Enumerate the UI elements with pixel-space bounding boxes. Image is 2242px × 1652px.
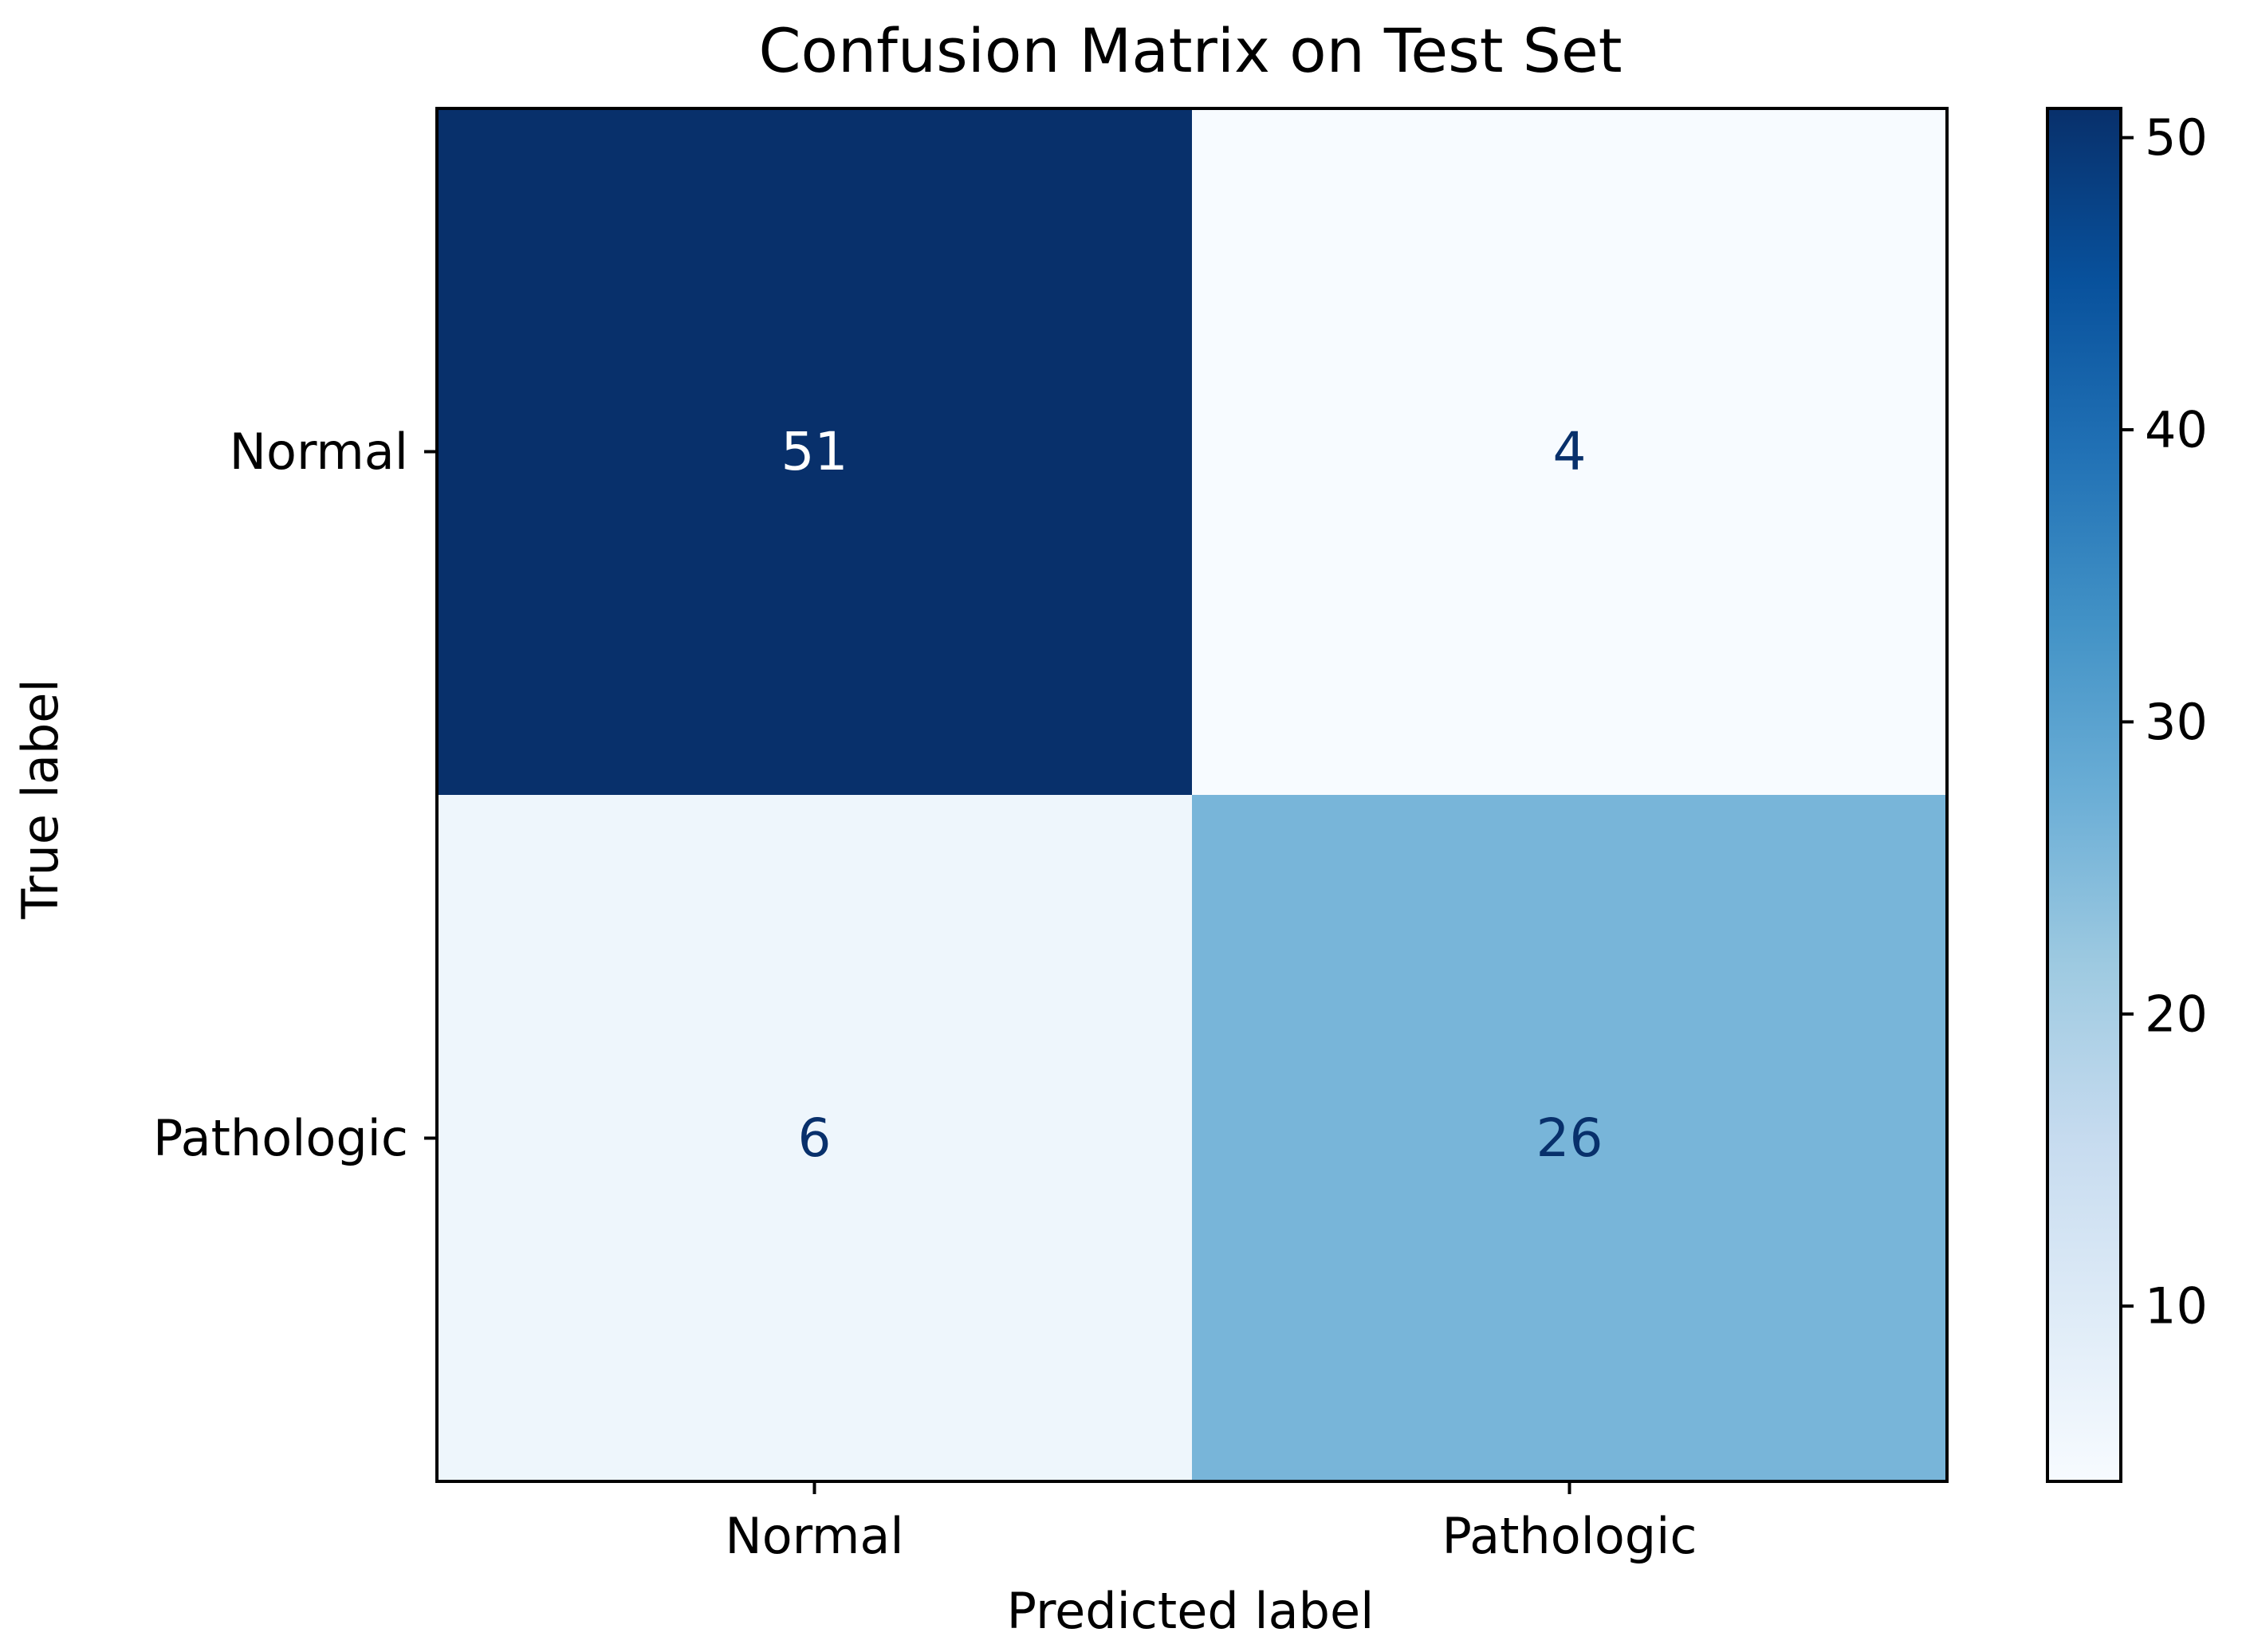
heatmap-cell xyxy=(437,108,1192,795)
cell-value-label: 51 xyxy=(781,421,848,482)
heatmap-cell xyxy=(1192,108,1947,795)
axis-ticks: Normal Pathologic Normal Pathologic xyxy=(153,423,1697,1565)
x-tick-label: Normal xyxy=(725,1507,903,1565)
x-tick-label: Pathologic xyxy=(1442,1507,1697,1565)
colorbar xyxy=(2046,107,2122,1483)
cell-value-label: 26 xyxy=(1536,1107,1603,1169)
colorbar-ticks: 10 20 30 40 50 xyxy=(2121,108,2208,1335)
colorbar-tick-label: 50 xyxy=(2145,108,2208,167)
colorbar-tick-label: 40 xyxy=(2145,401,2208,459)
y-axis-label: True label xyxy=(11,678,69,919)
heatmap-cell xyxy=(437,795,1192,1481)
heatmap-cells: 51 4 6 26 xyxy=(437,108,1947,1481)
heatmap-cell xyxy=(1192,795,1947,1481)
x-axis-label: Predicted label xyxy=(1007,1582,1375,1640)
y-tick-label: Normal xyxy=(230,423,408,481)
plot-frame xyxy=(435,107,1949,1483)
cell-value-label: 4 xyxy=(1553,421,1587,482)
colorbar-tick-label: 20 xyxy=(2145,985,2208,1043)
colorbar-tick-label: 30 xyxy=(2145,693,2208,751)
colorbar-tick-label: 10 xyxy=(2145,1277,2208,1335)
chart-title: Confusion Matrix on Test Set xyxy=(758,15,1622,86)
cell-value-label: 6 xyxy=(798,1107,832,1169)
y-tick-label: Pathologic xyxy=(153,1109,408,1167)
